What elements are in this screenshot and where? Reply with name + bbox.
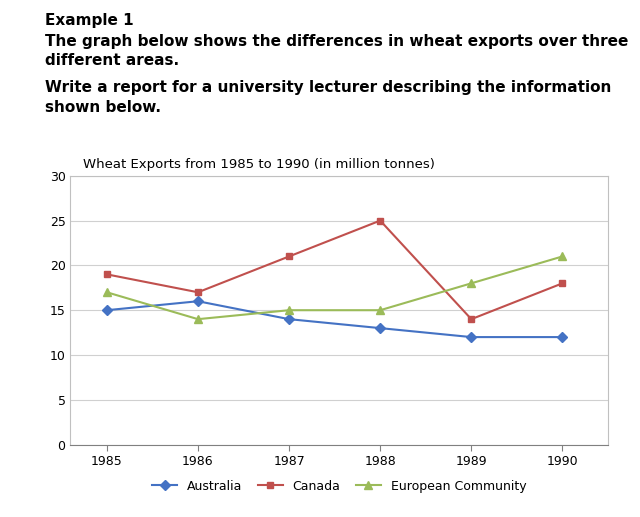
Australia	[194, 298, 202, 305]
Canada	[467, 316, 475, 322]
Text: Example 1: Example 1	[45, 13, 133, 28]
Text: Write a report for a university lecturer describing the information
shown below.: Write a report for a university lecturer…	[45, 80, 611, 115]
Line: Australia: Australia	[104, 298, 566, 341]
Text: Wheat Exports from 1985 to 1990 (in million tonnes): Wheat Exports from 1985 to 1990 (in mill…	[83, 158, 435, 171]
European Community	[376, 307, 384, 313]
Australia	[467, 334, 475, 340]
Line: European Community: European Community	[102, 252, 566, 323]
Canada	[285, 253, 293, 260]
Canada	[103, 271, 111, 278]
Line: Canada: Canada	[104, 217, 566, 323]
European Community	[194, 316, 202, 322]
Australia	[376, 325, 384, 331]
Australia	[285, 316, 293, 322]
European Community	[103, 289, 111, 295]
Legend: Australia, Canada, European Community: Australia, Canada, European Community	[147, 475, 531, 497]
Australia	[559, 334, 566, 340]
Canada	[194, 289, 202, 295]
Australia	[103, 307, 111, 313]
European Community	[467, 280, 475, 286]
Canada	[559, 280, 566, 286]
European Community	[559, 253, 566, 260]
European Community	[285, 307, 293, 313]
Canada	[376, 218, 384, 224]
Text: The graph below shows the differences in wheat exports over three
different area: The graph below shows the differences in…	[45, 34, 628, 68]
